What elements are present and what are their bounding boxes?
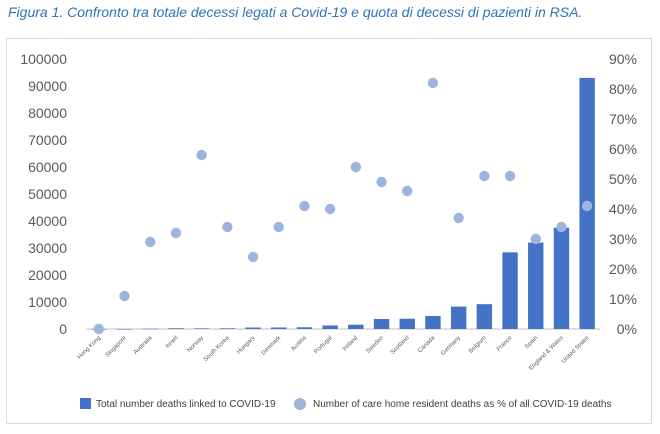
scatter-point: [402, 185, 413, 197]
bar: [116, 328, 133, 330]
category-label: Israel: [165, 335, 180, 350]
figure-caption: Figura 1. Confronto tra totale decessi l…: [8, 4, 583, 20]
bar: [142, 328, 158, 330]
left-tick-label: 50000: [28, 186, 67, 202]
scatter-point: [273, 221, 284, 233]
bar: [348, 324, 364, 329]
scatter-point: [299, 200, 310, 212]
chart-frame: [6, 38, 652, 424]
category-label: Hong Kong: [77, 335, 102, 360]
left-tick-label: 40000: [28, 213, 67, 229]
left-tick-label: 90000: [28, 78, 67, 94]
scatter-point: [581, 200, 593, 212]
scatter-point: [119, 290, 130, 302]
right-axis-ticks: 0% 10% 20% 30% 40% 50% 60% 70% 80% 90%: [609, 51, 637, 337]
category-label: Austria: [290, 335, 308, 353]
bar: [476, 304, 493, 329]
scatter-point: [376, 176, 387, 188]
category-label: Norway: [186, 335, 205, 354]
bar: [425, 316, 441, 329]
scatter-point: [247, 251, 259, 263]
left-tick-label: 70000: [28, 132, 67, 148]
dot-series: [93, 77, 593, 335]
left-tick-label: 30000: [28, 240, 67, 256]
category-label: France: [496, 335, 514, 353]
scatter-point: [222, 221, 233, 233]
left-tick-label: 20000: [28, 267, 67, 283]
scatter-point: [93, 323, 105, 335]
bar-series: [91, 77, 595, 330]
left-tick-label: 60000: [28, 159, 67, 175]
bar: [322, 325, 338, 329]
bar: [528, 242, 544, 329]
right-tick-label: 90%: [609, 51, 637, 67]
scatter-point: [427, 77, 439, 89]
bar: [502, 252, 518, 329]
legend-bar-label: Total number deaths linked to COVID-19: [96, 399, 276, 410]
bar: [193, 328, 210, 329]
bar: [373, 319, 390, 329]
category-label: Hungary: [236, 335, 256, 355]
category-label: Australia: [133, 335, 154, 356]
right-tick-label: 50%: [609, 171, 637, 187]
legend-dot-swatch: [294, 398, 306, 410]
right-tick-label: 30%: [609, 231, 637, 247]
bar: [245, 327, 261, 329]
scatter-point: [145, 236, 156, 248]
bar: [553, 227, 570, 329]
category-label: Ireland: [342, 335, 359, 352]
bar: [399, 318, 415, 329]
left-tick-label: 80000: [28, 105, 67, 121]
category-label: Denmark: [261, 334, 283, 356]
bar: [296, 327, 313, 329]
legend: Total number deaths linked to COVID-19 N…: [80, 398, 611, 410]
scatter-point: [556, 221, 567, 233]
category-label: South Korea: [203, 335, 231, 363]
scatter-point: [453, 212, 464, 224]
scatter-point: [504, 170, 516, 182]
scatter-point: [324, 203, 336, 215]
category-label: Scotland: [390, 335, 411, 356]
category-label: Germany: [440, 335, 462, 357]
scatter-point: [350, 161, 362, 173]
right-tick-label: 40%: [609, 201, 637, 217]
scatter-point: [530, 233, 541, 245]
category-label: Sweden: [365, 335, 385, 355]
right-tick-label: 20%: [609, 261, 637, 277]
scatter-point: [196, 149, 207, 161]
left-tick-label: 100000: [20, 51, 67, 67]
left-tick-label: 10000: [28, 294, 67, 310]
right-tick-label: 10%: [609, 291, 637, 307]
category-labels: Hong Kong Singapore Australia Israel NorwayS…: [77, 334, 591, 371]
category-label: Portugal: [314, 335, 334, 355]
category-label: Belgium: [468, 335, 488, 355]
scatter-point: [170, 227, 182, 239]
right-tick-label: 0%: [617, 321, 637, 337]
category-label: Canada: [417, 335, 437, 355]
legend-bar-swatch: [80, 398, 91, 409]
bar: [168, 328, 184, 329]
bar: [450, 306, 467, 329]
category-label: Spain: [524, 335, 539, 350]
bar: [219, 328, 236, 329]
scatter-point: [479, 170, 490, 182]
bar: [271, 327, 287, 329]
right-tick-label: 80%: [609, 81, 637, 97]
legend-dot-label: Number of care home resident deaths as %…: [313, 399, 611, 410]
right-tick-label: 70%: [609, 111, 637, 127]
category-label: United States: [561, 335, 591, 365]
left-tick-label: 0: [59, 321, 67, 337]
category-label: Singapore: [104, 335, 128, 359]
left-axis-ticks: 0 10000 20000 30000 40000 50000 60000 70000 8000…: [20, 51, 67, 337]
right-tick-label: 60%: [609, 141, 637, 157]
